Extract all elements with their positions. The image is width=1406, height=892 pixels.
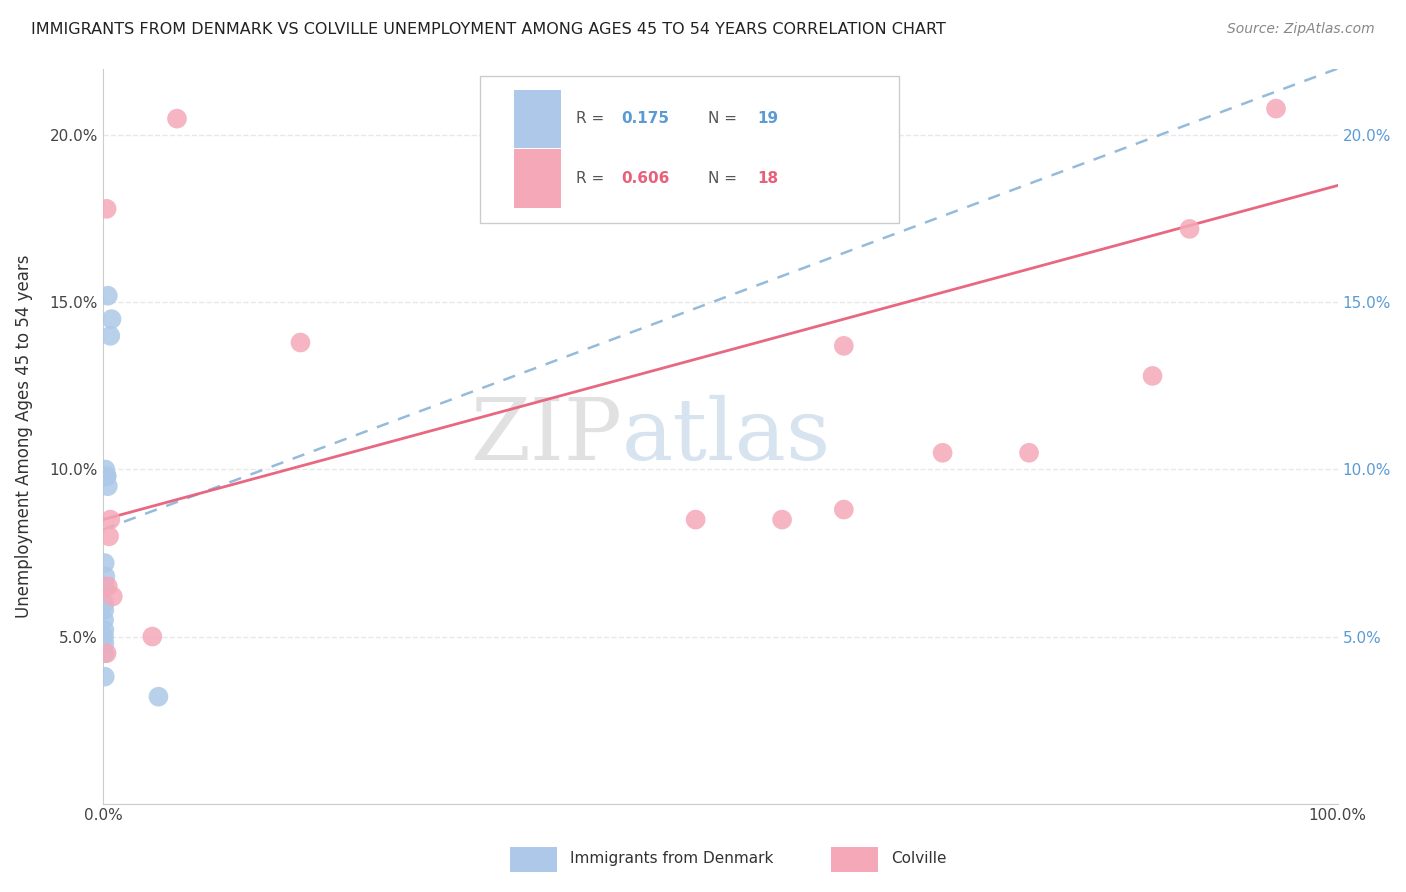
Point [101, 590, 124, 604]
Point [93, 623, 115, 637]
Point [1178, 222, 1201, 236]
Point [93, 646, 115, 660]
Point [96, 202, 118, 216]
Point [96, 469, 118, 483]
FancyBboxPatch shape [831, 847, 879, 872]
Point [97, 579, 120, 593]
Point [290, 335, 312, 350]
Point [94, 579, 117, 593]
FancyBboxPatch shape [515, 149, 561, 208]
Text: Colville: Colville [891, 851, 946, 866]
Text: N =: N = [709, 171, 742, 186]
Point [93, 596, 115, 610]
Point [93, 630, 115, 644]
Point [97, 479, 120, 493]
Text: N =: N = [709, 112, 742, 127]
FancyBboxPatch shape [479, 76, 900, 223]
Point [832, 502, 855, 516]
Point [93, 603, 115, 617]
Point [931, 446, 953, 460]
Point [98, 513, 121, 527]
Point [1265, 102, 1288, 116]
Y-axis label: Unemployment Among Ages 45 to 54 years: Unemployment Among Ages 45 to 54 years [15, 254, 32, 618]
Text: 18: 18 [758, 171, 779, 186]
Text: 0.175: 0.175 [621, 112, 669, 127]
Point [94, 670, 117, 684]
Point [96, 469, 118, 483]
FancyBboxPatch shape [515, 89, 561, 148]
Point [94, 556, 117, 570]
Point [148, 690, 170, 704]
Text: ZIP: ZIP [470, 394, 621, 477]
Point [96, 646, 118, 660]
Point [98, 529, 121, 543]
Text: atlas: atlas [621, 394, 831, 477]
FancyBboxPatch shape [510, 847, 557, 872]
Point [97, 289, 120, 303]
Point [1142, 368, 1164, 383]
Text: IMMIGRANTS FROM DENMARK VS COLVILLE UNEMPLOYMENT AMONG AGES 45 TO 54 YEARS CORRE: IMMIGRANTS FROM DENMARK VS COLVILLE UNEM… [31, 22, 946, 37]
Text: 0.606: 0.606 [621, 171, 669, 186]
Point [685, 513, 707, 527]
Point [93, 636, 115, 650]
Text: 19: 19 [758, 112, 779, 127]
Point [94, 569, 117, 583]
Point [93, 613, 115, 627]
Point [770, 513, 793, 527]
Text: R =: R = [576, 171, 609, 186]
Point [100, 312, 122, 326]
Point [832, 339, 855, 353]
Text: Source: ZipAtlas.com: Source: ZipAtlas.com [1227, 22, 1375, 37]
Point [141, 630, 163, 644]
Text: R =: R = [576, 112, 609, 127]
Text: Immigrants from Denmark: Immigrants from Denmark [569, 851, 773, 866]
Point [166, 112, 188, 126]
Point [1018, 446, 1040, 460]
Point [98, 328, 121, 343]
Point [94, 462, 117, 476]
